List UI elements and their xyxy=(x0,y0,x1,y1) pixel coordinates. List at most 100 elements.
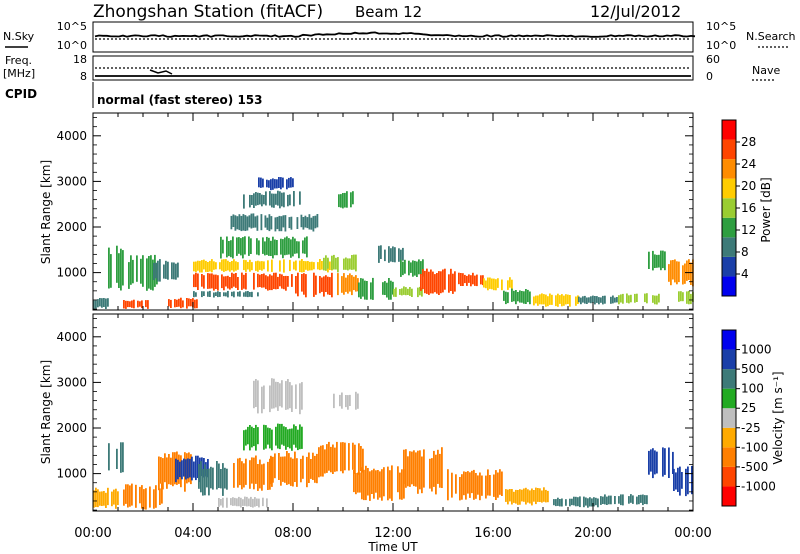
data-cell xyxy=(547,490,549,503)
data-cell xyxy=(205,462,207,477)
data-cell xyxy=(284,215,287,232)
data-cell xyxy=(219,292,221,297)
data-cell xyxy=(296,217,299,229)
data-cell xyxy=(250,496,252,507)
data-cell xyxy=(691,465,693,495)
data-cell xyxy=(315,275,317,295)
data-cell xyxy=(232,497,234,506)
data-cell xyxy=(529,291,531,305)
nsearch-label: N.Search xyxy=(746,30,796,43)
data-cell xyxy=(251,262,253,271)
data-cell xyxy=(355,275,357,292)
data-cell xyxy=(630,294,632,303)
data-cell xyxy=(251,195,253,205)
data-cell xyxy=(260,177,262,188)
data-cell xyxy=(290,216,293,230)
data-cell xyxy=(517,292,519,302)
data-cell xyxy=(600,496,602,505)
data-cell xyxy=(537,488,539,502)
time-tick-label: 08:00 xyxy=(274,526,311,541)
data-cell xyxy=(199,260,201,273)
data-cell xyxy=(129,485,131,507)
data-cell xyxy=(327,276,329,295)
data-cell xyxy=(293,261,295,270)
data-cell xyxy=(285,381,287,410)
data-cell xyxy=(433,450,435,487)
power-colorbar-swatch xyxy=(722,217,736,238)
y-tick-label: 2000 xyxy=(56,421,87,435)
data-cell xyxy=(229,262,231,272)
data-cell xyxy=(135,484,137,508)
data-cell xyxy=(614,297,616,303)
data-cell xyxy=(255,192,257,206)
data-cell xyxy=(418,259,420,275)
data-cell xyxy=(329,277,331,295)
data-cell xyxy=(226,468,228,490)
data-cell xyxy=(136,255,138,282)
data-cell xyxy=(131,483,133,506)
data-cell xyxy=(628,295,630,304)
data-cell xyxy=(166,457,168,489)
data-cell xyxy=(357,393,359,409)
data-cell xyxy=(375,470,377,493)
data-cell xyxy=(244,236,246,255)
data-cell xyxy=(248,498,250,507)
data-cell xyxy=(234,215,237,231)
data-cell xyxy=(489,277,491,289)
data-cell xyxy=(567,294,569,304)
data-cell xyxy=(405,287,407,296)
data-cell xyxy=(323,257,325,271)
data-cell xyxy=(155,262,157,279)
data-cell xyxy=(291,385,293,412)
data-cell xyxy=(636,293,638,302)
power-axis: 1000 2000 3000 4000 xyxy=(56,113,694,310)
data-cell xyxy=(559,499,561,507)
data-cell xyxy=(269,428,271,449)
data-cell xyxy=(270,240,272,256)
data-cell xyxy=(254,497,256,507)
data-cell xyxy=(690,262,692,285)
data-cell xyxy=(316,453,318,484)
data-cell xyxy=(226,497,228,508)
data-cell xyxy=(287,379,289,410)
data-cell xyxy=(197,455,199,478)
data-cell xyxy=(479,472,481,501)
data-cell xyxy=(252,213,255,228)
data-cell xyxy=(545,489,547,503)
data-cell xyxy=(237,277,239,290)
data-cell xyxy=(481,475,483,496)
data-cell xyxy=(236,216,239,230)
data-cell xyxy=(236,237,238,256)
data-cell xyxy=(394,247,396,263)
data-cell xyxy=(231,291,233,297)
data-cell xyxy=(679,466,681,496)
data-cell xyxy=(401,469,403,500)
data-cell xyxy=(222,463,224,496)
data-cell xyxy=(302,217,305,230)
data-cell xyxy=(209,290,211,297)
data-cell xyxy=(298,241,300,259)
data-cell xyxy=(153,489,155,509)
data-cell xyxy=(370,282,372,300)
data-cell xyxy=(269,191,271,206)
data-cell xyxy=(650,449,652,472)
data-cell xyxy=(253,457,255,490)
data-cell xyxy=(341,392,343,409)
data-cell xyxy=(652,295,654,303)
data-cell xyxy=(359,472,361,493)
data-cell xyxy=(101,491,103,506)
data-cell xyxy=(448,274,450,293)
data-cell xyxy=(107,487,109,506)
data-cell xyxy=(344,192,346,208)
data-cell xyxy=(331,255,333,270)
time-axis-label: Time UT xyxy=(367,540,418,554)
data-cell xyxy=(507,292,509,304)
data-cell xyxy=(343,273,345,295)
data-cell xyxy=(577,295,579,304)
data-cell xyxy=(289,382,291,409)
data-cell xyxy=(275,426,277,446)
data-cell xyxy=(259,274,261,287)
data-cell xyxy=(225,292,227,297)
data-cell xyxy=(592,295,594,303)
data-cell xyxy=(233,291,235,298)
